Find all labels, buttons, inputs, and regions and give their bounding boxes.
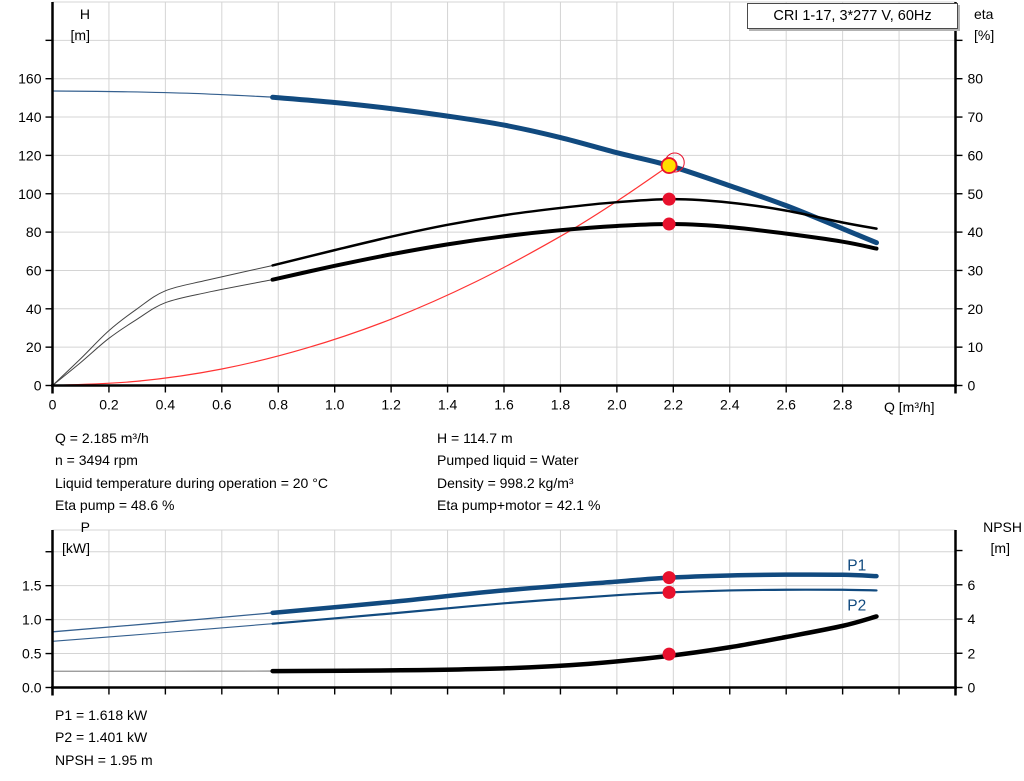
duty-info-left: Q = 2.185 m³/h n = 3494 rpm Liquid tempe… bbox=[55, 427, 328, 517]
qh-eta-chart-tick-label: 2.8 bbox=[833, 397, 853, 413]
power-npsh-chart-grid bbox=[52, 529, 956, 688]
p1-point bbox=[662, 571, 676, 585]
info-eta-total: Eta pump+motor = 42.1 % bbox=[437, 497, 601, 514]
p-axis-title: P [kW] bbox=[28, 517, 90, 559]
npsh-axis-title: NPSH [m] bbox=[940, 517, 1022, 559]
npsh-curve bbox=[270, 614, 879, 674]
p1-curve bbox=[270, 572, 879, 616]
info-head: H = 114.7 m bbox=[437, 430, 513, 446]
qh-eta-chart-tick-label: 2.4 bbox=[720, 397, 740, 413]
qh-eta-chart-tick-label: 1.2 bbox=[381, 397, 401, 413]
qh-eta-chart-tick-label: 70 bbox=[968, 109, 984, 125]
eta-axis-symbol: eta bbox=[974, 6, 994, 22]
qh-eta-chart-tick-label: 80 bbox=[26, 224, 42, 240]
qh-eta-chart-tick-label: 20 bbox=[968, 301, 984, 317]
qh-eta-chart-tick-label: 40 bbox=[968, 224, 984, 240]
qh-eta-chart-tick-label: 0 bbox=[34, 378, 42, 394]
duty-info-right: H = 114.7 m Pumped liquid = Water Densit… bbox=[437, 427, 600, 517]
npsh-point bbox=[662, 647, 676, 661]
power-npsh-chart-tick-label: 0.5 bbox=[22, 646, 42, 662]
system-curve bbox=[51, 164, 670, 387]
power-info: P1 = 1.618 kW P2 = 1.401 kW NPSH = 1.95 … bbox=[55, 704, 153, 771]
qh-eta-chart-tick-label: 20 bbox=[26, 339, 42, 355]
npsh-axis-unit: [m] bbox=[990, 540, 1010, 556]
info-speed: n = 3494 rpm bbox=[55, 452, 138, 469]
qh-eta-chart-tick-label: 0.6 bbox=[212, 397, 232, 413]
eta-pump-point bbox=[662, 192, 676, 206]
qh-eta-chart-tick-label: 0.4 bbox=[156, 397, 176, 413]
duty-point bbox=[660, 157, 678, 174]
pump-variant-box: CRI 1-17, 3*277 V, 60Hz bbox=[747, 3, 958, 29]
qh-eta-chart-tick-label: 10 bbox=[968, 339, 984, 355]
p-axis-unit: [kW] bbox=[62, 540, 90, 556]
npsh-axis-symbol: NPSH bbox=[983, 519, 1022, 535]
qh-eta-chart-tick-label: 1.6 bbox=[494, 397, 514, 413]
info-p2: P2 = 1.401 kW bbox=[55, 729, 148, 746]
q-axis-title: Q [m³/h] bbox=[884, 399, 935, 415]
qh-eta-chart-tick-label: 120 bbox=[18, 147, 42, 163]
eta-pump-curve-lead bbox=[52, 264, 274, 386]
qh-eta-chart-tick-label: 2.6 bbox=[776, 397, 796, 413]
power-npsh-chart-tick-label: 6 bbox=[968, 577, 976, 593]
qh-eta-chart-tick-label: 30 bbox=[968, 262, 984, 278]
qh-eta-chart-tick-label: 0 bbox=[968, 378, 976, 394]
power-npsh-chart-tick-label: 0 bbox=[968, 680, 976, 696]
qh-eta-chart-tick-label: 50 bbox=[968, 186, 984, 202]
power-npsh-chart-tick-label: 1.0 bbox=[22, 612, 42, 628]
eta-pump-motor-point bbox=[662, 217, 676, 231]
qh-eta-chart-tick-label: 2.0 bbox=[607, 397, 627, 413]
power-npsh-chart-tick-label: 2 bbox=[968, 645, 976, 661]
qh-eta-chart-tick-label: 160 bbox=[18, 71, 42, 87]
p2-curve bbox=[271, 588, 878, 625]
pump-variant-label: CRI 1-17, 3*277 V, 60Hz bbox=[773, 8, 932, 24]
p1-curve-label: P1 bbox=[847, 557, 866, 574]
qh-eta-chart-ticks: 0 0.2 0.4 0.6 0.8 1.0 1.2 1.4 1.6 1.8 2.0 2.2 2.4 2.6… bbox=[18, 39, 984, 413]
p2-curve-label: P2 bbox=[847, 597, 866, 614]
info-liquid: Pumped liquid = Water bbox=[437, 452, 579, 469]
p2-curve-lead bbox=[51, 623, 274, 642]
qh-eta-chart-tick-label: 0 bbox=[49, 397, 57, 413]
qh-eta-chart-grid bbox=[52, 1, 956, 386]
power-npsh-chart-ticks: 0.0 0.5 1.0 1.5 0 2 4 6 bbox=[22, 549, 976, 696]
head-curve bbox=[270, 94, 879, 246]
qh-eta-chart-tick-label: 0.8 bbox=[269, 397, 289, 413]
power-npsh-chart-tick-label: 1.5 bbox=[22, 578, 42, 594]
eta-pump-motor-curve-lead bbox=[52, 279, 274, 386]
eta-pump-curve bbox=[271, 197, 878, 267]
qh-eta-chart-tick-label: 140 bbox=[18, 109, 42, 125]
eta-axis-title: eta [%] bbox=[974, 4, 994, 46]
info-flow: Q = 2.185 m³/h bbox=[55, 430, 149, 446]
h-axis-symbol: H bbox=[79, 6, 90, 22]
info-density: Density = 998.2 kg/m³ bbox=[437, 474, 574, 491]
eta-pump-motor-curve bbox=[270, 222, 879, 282]
qh-eta-chart-tick-label: 1.0 bbox=[325, 397, 345, 413]
qh-eta-chart-tick-label: 60 bbox=[968, 147, 984, 163]
qh-eta-chart-tick-label: 60 bbox=[26, 262, 42, 278]
info-temperature: Liquid temperature during operation = 20… bbox=[55, 474, 328, 491]
qh-eta-chart-tick-label: 0.2 bbox=[99, 397, 119, 413]
p1-curve-lead bbox=[51, 612, 274, 633]
qh-eta-chart-tick-label: 100 bbox=[18, 186, 42, 202]
power-npsh-chart-tick-label: 0.0 bbox=[22, 680, 42, 696]
info-eta-pump: Eta pump = 48.6 % bbox=[55, 497, 175, 514]
head-curve-lead bbox=[51, 90, 274, 98]
power-npsh-chart-tick-label: 4 bbox=[968, 611, 976, 627]
info-npsh: NPSH = 1.95 m bbox=[55, 751, 153, 768]
qh-eta-chart-tick-label: 40 bbox=[26, 301, 42, 317]
p-axis-symbol: P bbox=[80, 519, 90, 535]
h-axis-title: H [m] bbox=[30, 4, 90, 46]
info-p1: P1 = 1.618 kW bbox=[55, 707, 148, 723]
power-npsh-chart: 0.0 0.5 1.0 1.5 0 2 4 6 P1 P2 bbox=[22, 529, 976, 696]
qh-eta-chart-tick-label: 80 bbox=[968, 71, 984, 87]
p2-point bbox=[662, 585, 676, 599]
eta-axis-unit: [%] bbox=[974, 27, 995, 43]
qh-eta-chart-tick-label: 1.4 bbox=[438, 397, 458, 413]
h-axis-unit: [m] bbox=[70, 27, 90, 43]
qh-eta-chart-tick-label: 2.2 bbox=[664, 397, 684, 413]
qh-eta-chart: 0 0.2 0.4 0.6 0.8 1.0 1.2 1.4 1.6 1.8 2.0 2.2 2.4 2.6… bbox=[18, 1, 984, 413]
qh-eta-chart-tick-label: 1.8 bbox=[551, 397, 571, 413]
